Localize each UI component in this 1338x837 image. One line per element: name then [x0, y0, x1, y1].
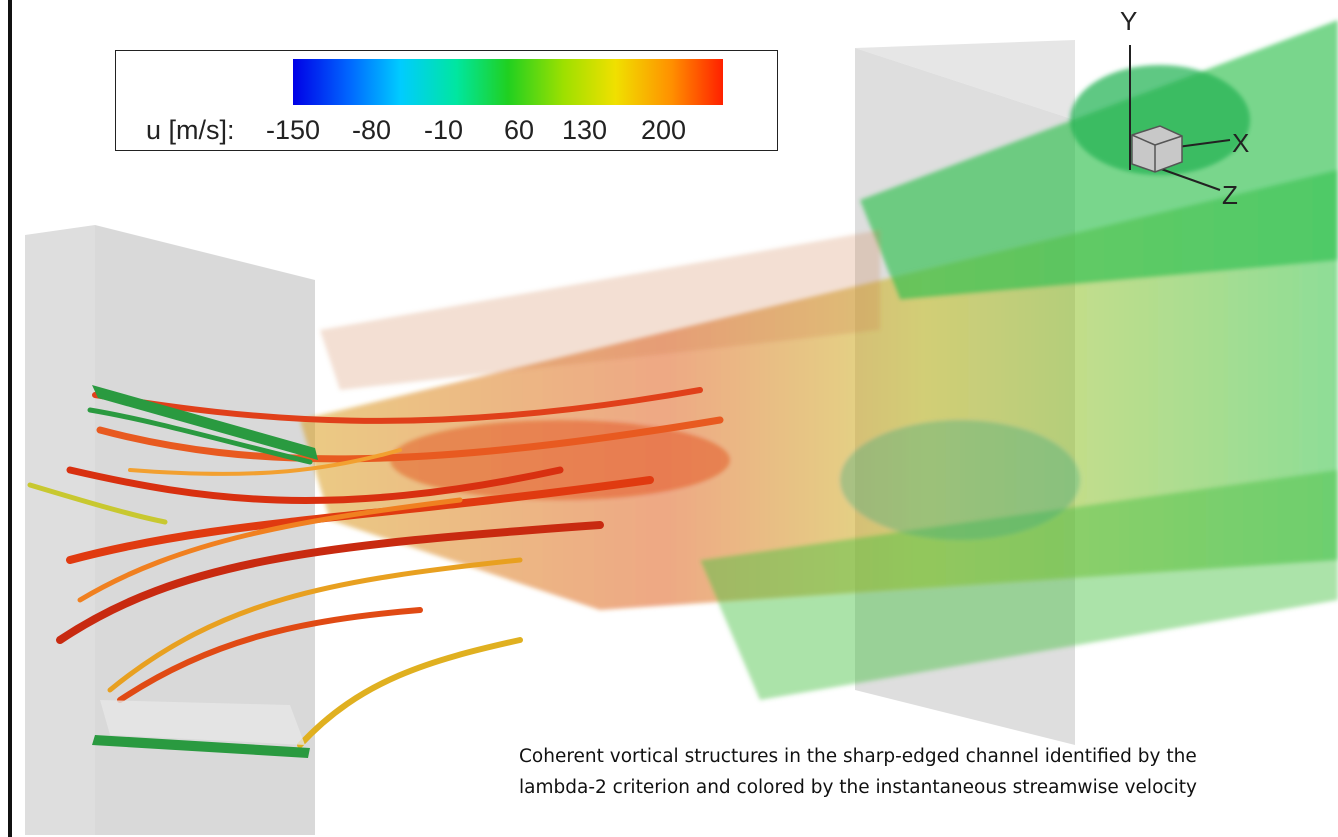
legend-tick: 130	[562, 117, 607, 144]
triad-cube	[1132, 126, 1182, 172]
legend-tick: -150	[266, 117, 320, 144]
left-wall-back	[25, 225, 95, 835]
color-legend: u [m/s]: -150 -80 -10 60 130 200	[115, 50, 778, 151]
legend-tick: -10	[424, 117, 463, 144]
velocity-colorbar	[293, 59, 723, 105]
z-axis-label: Z	[1222, 182, 1238, 208]
y-axis-label: Y	[1120, 8, 1137, 34]
caption-line: lambda-2 criterion and colored by the in…	[519, 772, 1319, 803]
legend-variable-label: u [m/s]:	[146, 117, 235, 144]
legend-tick: 200	[641, 117, 686, 144]
legend-tick: -80	[352, 117, 391, 144]
x-axis-label: X	[1232, 130, 1249, 156]
caption-line: Coherent vortical structures in the shar…	[519, 741, 1319, 772]
legend-tick: 60	[504, 117, 534, 144]
figure-caption: Coherent vortical structures in the shar…	[519, 741, 1319, 803]
